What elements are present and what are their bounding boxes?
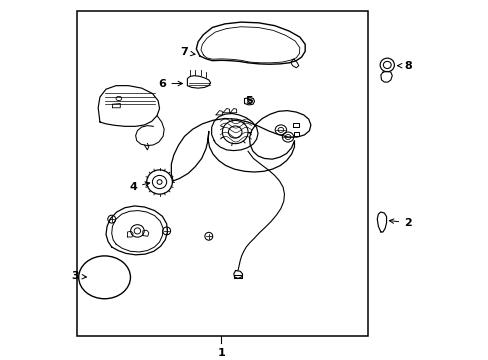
Text: 1: 1 [217,348,224,358]
Text: 5: 5 [244,96,252,106]
Text: 6: 6 [158,78,182,89]
Text: 2: 2 [388,218,411,228]
Text: 7: 7 [180,48,195,58]
Bar [77,12,367,336]
Text: 4: 4 [129,182,149,192]
Text: 8: 8 [397,60,411,71]
Text: 3: 3 [71,271,86,281]
